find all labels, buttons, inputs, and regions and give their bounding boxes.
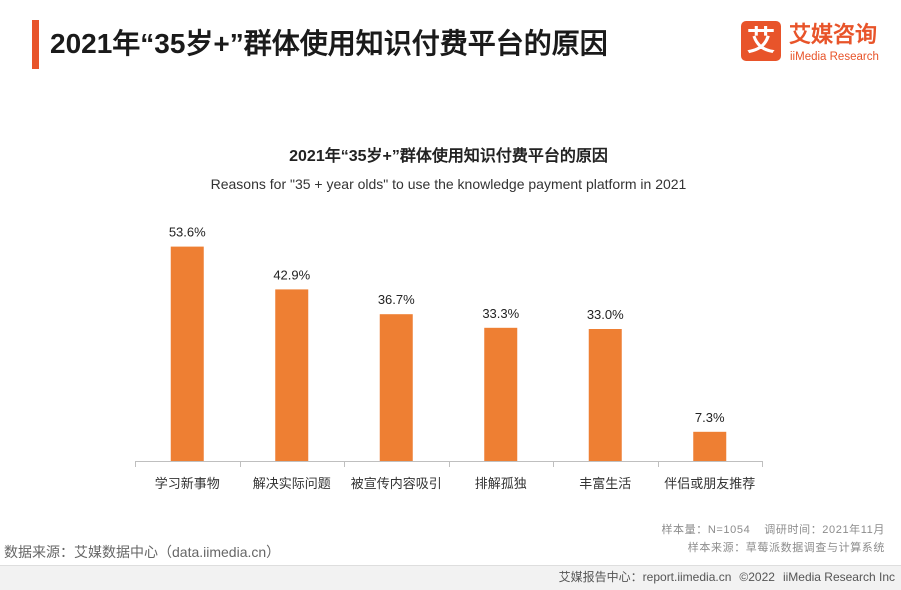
title-accent-bar — [32, 20, 39, 69]
logo-name-en: iiMedia Research — [790, 51, 879, 63]
bar-2 — [379, 314, 413, 461]
sample-source: 样本来源：草莓派数据调查与计算系统 — [687, 542, 885, 554]
bar-3 — [484, 327, 518, 461]
bar-1 — [275, 289, 309, 461]
page-title: 2021年“35岁+”群体使用知识付费平台的原因 — [50, 28, 608, 59]
category-label-2: 被宣传内容吸引 — [351, 476, 442, 491]
notes-line-1: 样本量：N=1054 调研时间：2021年11月 — [661, 521, 885, 539]
footer-copyright: ©2022 — [739, 570, 775, 584]
data-label-0: 53.6% — [169, 225, 206, 240]
data-label-4: 33.0% — [587, 307, 624, 322]
bar-0 — [170, 246, 204, 461]
brand-logo: 艾 艾媒咨询 iiMedia Research — [741, 21, 891, 65]
chart-subtitle: Reasons for "35 + year olds" to use the … — [210, 176, 687, 192]
category-label-4: 丰富生活 — [579, 476, 631, 491]
category-label-0: 学习新事物 — [155, 476, 220, 491]
bar-5 — [693, 431, 727, 461]
data-label-5: 7.3% — [695, 410, 725, 425]
category-label-1: 解决实际问题 — [253, 476, 331, 491]
bar-4 — [588, 329, 622, 461]
footer: 艾媒报告中心：report.iimedia.cn ©2022 iiMedia Res… — [0, 565, 901, 590]
footer-text: 艾媒报告中心：report.iimedia.cn ©2022 iiMedia Res… — [551, 566, 895, 588]
data-source: 数据来源：艾媒数据中心（data.iimedia.cn） — [4, 544, 281, 560]
data-label-3: 33.3% — [482, 306, 519, 321]
survey-time: 调研时间：2021年11月 — [764, 524, 885, 536]
chart-title: 2021年“35岁+”群体使用知识付费平台的原因 — [289, 148, 608, 165]
logo-name-cn: 艾媒咨询 — [789, 22, 878, 47]
data-label-2: 36.7% — [378, 292, 415, 307]
sample-size: 样本量：N=1054 — [661, 524, 751, 536]
logo-mark-text: 艾 — [746, 25, 775, 56]
category-label-5: 伴侣或朋友推荐 — [664, 476, 755, 491]
data-label-1: 42.9% — [273, 267, 310, 282]
footer-report-center: 艾媒报告中心：report.iimedia.cn — [558, 570, 732, 584]
footer-company: iiMedia Research Inc — [782, 570, 895, 584]
brand-logo-icon: 艾 — [741, 21, 781, 61]
category-label-3: 排解孤独 — [475, 476, 527, 491]
survey-notes: 样本量：N=1054 调研时间：2021年11月 样本来源：草莓派数据调查与计算系… — [661, 521, 885, 557]
